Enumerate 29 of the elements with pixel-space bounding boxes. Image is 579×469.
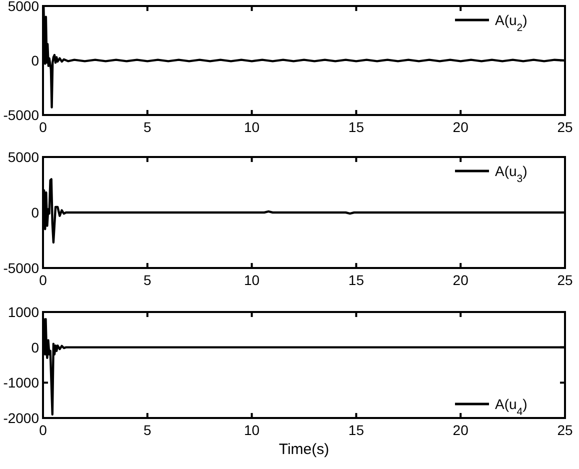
y-tick-label: -5000 [3,107,40,123]
x-tick-label: 5 [144,272,152,288]
x-tick-label: 20 [452,272,469,288]
y-tick-label: -1000 [3,374,40,391]
y-tick-label: 5000 [8,0,40,14]
legend-label: A(u$_{3}$) [495,163,528,185]
x-tick-label: 25 [557,119,573,135]
y-tick-label: -2000 [3,410,40,426]
x-tick-label: 5 [144,422,152,438]
y-tick-label: 0 [31,204,40,220]
x-tick-label: 15 [348,272,364,288]
x-tick-label: 25 [557,422,573,438]
x-tick-label: 15 [348,422,364,438]
x-tick-label: 20 [452,422,469,438]
x-tick-label: 25 [557,272,573,288]
legend-label: A(u$_{4}$) [495,396,528,418]
y-tick-label: -5000 [3,260,40,276]
x-tick-label: 10 [244,422,260,438]
x-tick-label: 10 [244,272,260,288]
x-tick-label: 10 [244,119,260,135]
y-tick-label: 0 [31,52,40,68]
x-tick-label: 5 [144,119,152,135]
y-tick-label: 0 [31,339,40,356]
x-tick-label: 20 [452,119,469,135]
x-tick-label: 15 [348,119,364,135]
x-axis-title: Time(s) [278,441,330,458]
y-tick-label: 5000 [8,149,40,165]
legend-label: A(u$_{2}$) [495,12,528,34]
y-tick-label: 1000 [8,304,40,320]
